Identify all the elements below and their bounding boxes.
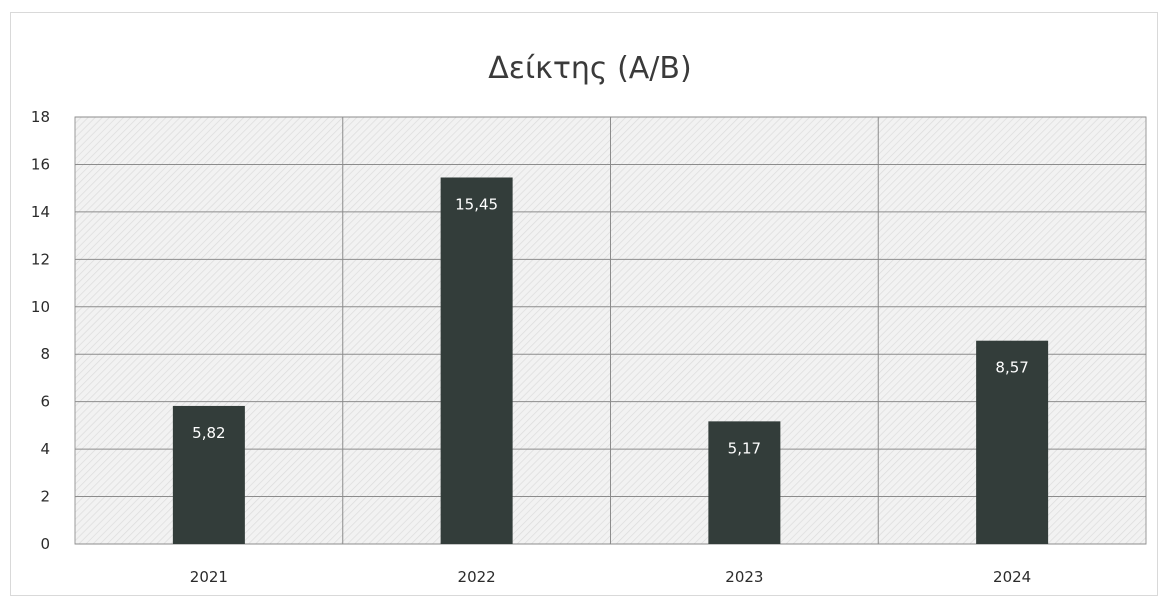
x-tick-label: 2024 [993, 568, 1031, 586]
y-tick-label: 2 [40, 488, 50, 506]
data-labels: 5,82 15,45 5,17 8,57 [192, 195, 1029, 457]
bar-2022 [440, 177, 513, 544]
data-label: 5,17 [728, 439, 761, 457]
y-axis-ticks: 0 2 4 6 8 10 12 14 16 18 [31, 108, 50, 553]
y-tick-label: 6 [40, 393, 50, 411]
bar-2023 [708, 421, 781, 544]
y-tick-label: 14 [31, 203, 50, 221]
bar-2021 [172, 405, 245, 544]
bars [172, 177, 1049, 544]
bar-2024 [976, 340, 1049, 544]
y-tick-label: 4 [40, 440, 50, 458]
data-label: 8,57 [995, 359, 1028, 377]
gridlines [75, 116, 1146, 545]
x-axis-ticks: 2021 2022 2023 2024 [190, 568, 1031, 586]
data-label: 5,82 [192, 424, 225, 442]
y-tick-label: 10 [31, 298, 50, 316]
y-tick-label: 18 [31, 108, 50, 126]
y-tick-label: 8 [40, 345, 50, 363]
x-tick-label: 2023 [725, 568, 763, 586]
x-tick-label: 2021 [190, 568, 228, 586]
y-tick-label: 16 [31, 155, 50, 173]
x-tick-label: 2022 [458, 568, 496, 586]
y-tick-label: 0 [40, 535, 50, 553]
data-label: 15,45 [455, 195, 498, 213]
y-tick-label: 12 [31, 250, 50, 268]
chart-title: Δείκτης (Α/Β) [488, 51, 691, 86]
